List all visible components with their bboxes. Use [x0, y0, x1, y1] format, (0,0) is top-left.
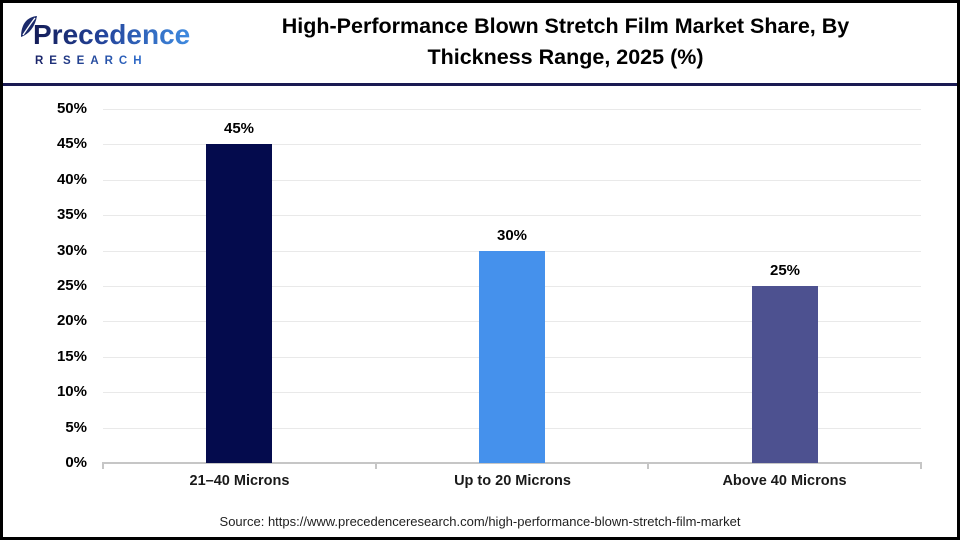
y-axis-label-45: 45%: [56, 135, 87, 152]
y-axis-label-50: 50%: [56, 100, 87, 117]
x-axis-line: [102, 462, 922, 464]
bar-21-40-microns: [206, 144, 272, 463]
y-axis-label-15: 15%: [56, 348, 87, 365]
y-axis-label-35: 35%: [56, 206, 87, 223]
header: Precedence RESEARCH High-Performance Blo…: [3, 3, 957, 83]
bar-up-to-20-microns: [479, 251, 545, 463]
bar-above-40-microns: [752, 286, 818, 463]
x-axis-tick: [102, 463, 104, 469]
chart-title-line1: High-Performance Blown Stretch Film Mark…: [281, 14, 850, 38]
bar-value-label: 30%: [496, 227, 528, 244]
gridline-40: [103, 180, 921, 181]
x-axis-tick: [920, 463, 922, 469]
y-axis-label-40: 40%: [56, 171, 87, 188]
logo-subtitle: RESEARCH: [35, 55, 148, 67]
header-divider: [3, 83, 957, 86]
gridline-35: [103, 215, 921, 216]
y-axis-label-25: 25%: [56, 277, 87, 294]
y-axis-label-5: 5%: [65, 419, 87, 436]
logo-wordmark: Precedence: [33, 19, 191, 50]
chart-title-line2: Thickness Range, 2025 (%): [427, 45, 704, 69]
chart-title: High-Performance Blown Stretch Film Mark…: [178, 11, 953, 73]
y-axis-label-20: 20%: [56, 312, 87, 329]
bar-value-label: 45%: [223, 120, 255, 137]
y-axis-label-10: 10%: [56, 383, 87, 400]
gridline-50: [103, 109, 921, 110]
x-axis-category-label: Up to 20 Microns: [454, 473, 571, 489]
x-axis-tick: [647, 463, 649, 469]
precedence-logo: Precedence RESEARCH: [19, 13, 191, 75]
leaf-icon: [21, 16, 37, 37]
x-axis-category-label: 21–40 Microns: [189, 473, 290, 489]
gridline-45: [103, 144, 921, 145]
y-axis-label-0: 0%: [65, 454, 87, 471]
x-axis-tick: [375, 463, 377, 469]
bar-value-label: 25%: [769, 262, 801, 279]
source-note: Source: https://www.precedenceresearch.c…: [219, 514, 741, 529]
x-axis-category-label: Above 40 Microns: [722, 473, 847, 489]
bar-chart: 0% 5% 10% 15% 20% 25% 30% 35% 40% 45% 50% 45% 21–40 …: [3, 86, 957, 537]
y-axis-label-30: 30%: [56, 242, 87, 259]
